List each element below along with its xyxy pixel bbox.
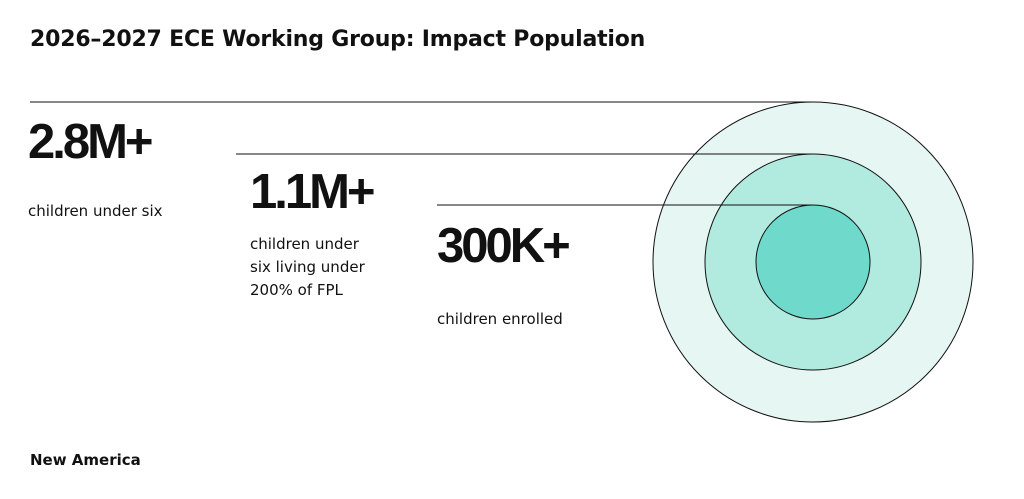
circles-group [652,101,974,423]
stat-children-under-200-fpl: 1.1M+ children under six living under 200%… [250,165,376,302]
stat-description-line: six living under [250,258,365,276]
stat-description: children enrolled [437,285,568,331]
stat-children-under-six: 2.8M+ children under six [28,118,163,223]
stat-description-line: children under [250,235,359,253]
stat-value: 1.1M+ [250,165,376,219]
source-credit: New America [30,451,141,469]
chart-title: 2026–2027 ECE Working Group: Impact Popu… [30,27,646,52]
stat-children-enrolled: 300K+ children enrolled [437,219,571,331]
leader-lines-group [30,101,813,206]
stat-description-line: 200% of FPL [250,281,343,299]
stat-description: children under six [28,177,163,223]
stat-description-line: children under six [28,202,163,220]
stat-value: 2.8M+ [28,115,154,169]
circle-inner [755,204,871,320]
stat-description: children under six living under 200% of FP… [250,233,373,302]
stat-value: 300K+ [437,219,571,273]
stat-description-line: children enrolled [437,310,563,328]
